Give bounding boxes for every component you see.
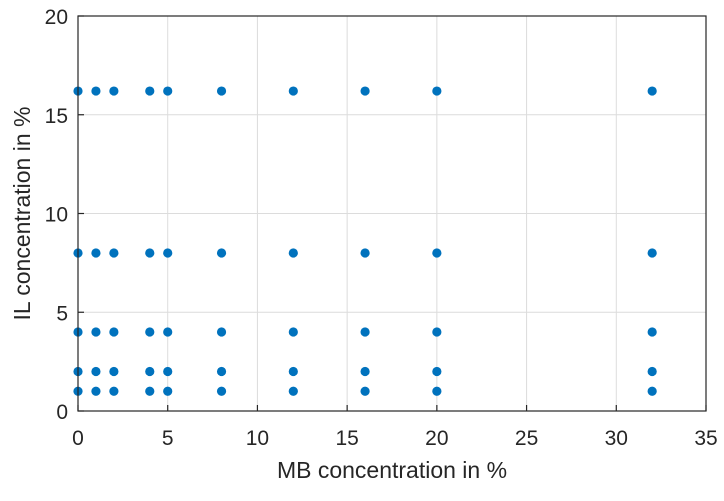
x-tick-label: 15	[335, 427, 358, 450]
y-tick-label: 20	[45, 6, 68, 29]
y-tick-label: 15	[45, 105, 68, 128]
x-tick-label: 10	[246, 427, 269, 450]
data-point	[647, 327, 657, 337]
x-tick-label: 20	[425, 427, 448, 450]
data-point	[109, 386, 119, 396]
data-point	[145, 86, 155, 96]
data-point	[145, 386, 155, 396]
data-point	[216, 386, 227, 396]
data-point	[163, 386, 173, 396]
y-tick-label: 0	[56, 401, 68, 424]
data-point	[432, 327, 442, 337]
data-point	[647, 86, 657, 96]
data-point	[360, 327, 370, 337]
data-point	[145, 327, 155, 337]
data-point	[145, 366, 155, 377]
data-point	[216, 248, 227, 258]
data-point	[288, 327, 298, 337]
data-point	[109, 248, 119, 258]
data-point	[109, 327, 119, 337]
data-point	[647, 248, 657, 258]
data-point	[109, 86, 119, 96]
data-points	[73, 86, 657, 396]
x-tick-label: 0	[72, 427, 84, 450]
data-point	[91, 366, 101, 377]
data-point	[432, 248, 442, 258]
data-point	[432, 386, 442, 396]
data-point	[647, 366, 657, 377]
data-point	[91, 248, 101, 258]
data-point	[360, 386, 370, 396]
data-point	[360, 366, 370, 377]
data-point	[288, 366, 298, 377]
y-axis-title: IL concentration in %	[9, 107, 35, 321]
data-point	[288, 86, 298, 96]
x-tick-label: 30	[605, 427, 628, 450]
data-point	[91, 327, 101, 337]
x-tick-label: 35	[694, 427, 717, 450]
data-point	[432, 86, 442, 96]
data-point	[288, 248, 298, 258]
x-tick-label: 5	[162, 427, 174, 450]
data-point	[288, 386, 298, 396]
data-point	[647, 386, 657, 396]
data-point	[216, 366, 227, 377]
data-point	[360, 86, 370, 96]
data-point	[432, 366, 442, 377]
x-axis-title: MB concentration in %	[277, 457, 507, 483]
data-point	[163, 86, 173, 96]
data-point	[163, 327, 173, 337]
y-tick-label: 5	[56, 302, 68, 325]
y-tick-label: 10	[45, 204, 68, 227]
data-point	[145, 248, 155, 258]
data-point	[360, 248, 370, 258]
data-point	[216, 86, 227, 96]
axis-ticks: 0 5 10 15 20 25 30 35 0 5 10 15 20	[45, 6, 718, 450]
data-point	[91, 86, 101, 96]
data-point	[163, 366, 173, 377]
data-point	[216, 327, 227, 337]
grid	[77, 15, 707, 412]
data-point	[109, 366, 119, 377]
data-point	[163, 248, 173, 258]
data-point	[91, 386, 101, 396]
x-tick-label: 25	[515, 427, 538, 450]
